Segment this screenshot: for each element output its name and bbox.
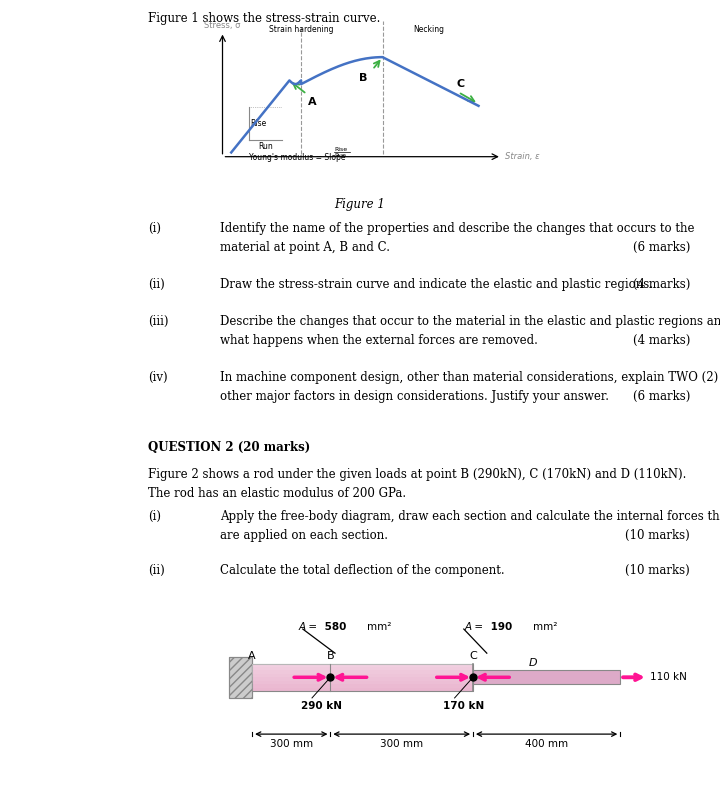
Text: (ii): (ii) xyxy=(148,278,165,291)
Bar xyxy=(229,656,252,698)
Text: are applied on each section.: are applied on each section. xyxy=(220,529,388,542)
Text: (10 marks): (10 marks) xyxy=(625,529,690,542)
Text: material at point A, B and C.: material at point A, B and C. xyxy=(220,241,390,254)
Text: mm²: mm² xyxy=(367,623,392,632)
Text: B: B xyxy=(359,73,368,83)
Text: Figure 1: Figure 1 xyxy=(335,198,385,211)
Bar xyxy=(252,667,473,670)
Text: Describe the changes that occur to the material in the elastic and plastic regio: Describe the changes that occur to the m… xyxy=(220,315,720,328)
Text: In machine component design, other than material considerations, explain TWO (2): In machine component design, other than … xyxy=(220,371,719,384)
Text: (ii): (ii) xyxy=(148,564,165,577)
Text: Necking: Necking xyxy=(413,25,444,34)
Text: 190: 190 xyxy=(487,623,512,632)
Bar xyxy=(229,656,252,698)
Text: 580: 580 xyxy=(321,623,346,632)
Text: 170 kN: 170 kN xyxy=(444,701,485,711)
Text: Stress, σ: Stress, σ xyxy=(204,20,240,30)
Text: what happens when the external forces are removed.: what happens when the external forces ar… xyxy=(220,334,538,347)
Text: A: A xyxy=(308,97,317,108)
Text: 300 mm: 300 mm xyxy=(380,739,423,749)
Bar xyxy=(252,663,473,667)
Text: 290 kN: 290 kN xyxy=(301,701,342,711)
Text: B: B xyxy=(327,652,334,662)
Text: Strain, ε: Strain, ε xyxy=(505,152,539,161)
Text: mm²: mm² xyxy=(533,623,557,632)
Text: C: C xyxy=(469,652,477,662)
Text: C: C xyxy=(456,79,465,89)
Text: (i): (i) xyxy=(148,510,161,523)
Text: (6 marks): (6 marks) xyxy=(633,241,690,254)
Text: QUESTION 2 (20 marks): QUESTION 2 (20 marks) xyxy=(148,441,310,454)
Text: Rise: Rise xyxy=(335,147,348,152)
Text: Identify the name of the properties and describe the changes that occurs to the: Identify the name of the properties and … xyxy=(220,222,695,235)
Text: Figure 2 shows a rod under the given loads at point B (290kN), C (170kN) and D (: Figure 2 shows a rod under the given loa… xyxy=(148,468,686,481)
Text: Calculate the total deflection of the component.: Calculate the total deflection of the co… xyxy=(220,564,505,577)
Text: Draw the stress-strain curve and indicate the elastic and plastic regions.: Draw the stress-strain curve and indicat… xyxy=(220,278,653,291)
Text: (10 marks): (10 marks) xyxy=(625,564,690,577)
Text: Young's modulus = Slope: Young's modulus = Slope xyxy=(248,153,345,162)
Text: Figure 1 shows the stress-strain curve.: Figure 1 shows the stress-strain curve. xyxy=(148,12,380,25)
Text: The rod has an elastic modulus of 200 GPa.: The rod has an elastic modulus of 200 GP… xyxy=(148,487,406,500)
Text: A =: A = xyxy=(299,623,321,632)
Text: (4 marks): (4 marks) xyxy=(633,278,690,291)
Text: (iv): (iv) xyxy=(148,371,168,384)
Bar xyxy=(252,688,473,691)
Text: A: A xyxy=(248,652,256,662)
Bar xyxy=(252,674,473,677)
Bar xyxy=(252,663,473,691)
Bar xyxy=(252,681,473,685)
Bar xyxy=(252,677,473,681)
Text: (iii): (iii) xyxy=(148,315,168,328)
Text: Run: Run xyxy=(335,153,346,158)
Text: other major factors in design considerations. Justify your answer.: other major factors in design considerat… xyxy=(220,390,609,403)
Text: (i): (i) xyxy=(148,222,161,235)
Text: (6 marks): (6 marks) xyxy=(633,390,690,403)
Text: D: D xyxy=(528,658,537,668)
Text: 110 kN: 110 kN xyxy=(650,672,687,682)
Bar xyxy=(252,670,473,674)
Text: A =: A = xyxy=(464,623,487,632)
Text: Strain hardening: Strain hardening xyxy=(269,25,333,34)
Bar xyxy=(473,670,620,685)
Text: 400 mm: 400 mm xyxy=(525,739,568,749)
Text: 300 mm: 300 mm xyxy=(270,739,313,749)
Text: (4 marks): (4 marks) xyxy=(633,334,690,347)
Bar xyxy=(252,685,473,688)
Text: Rise: Rise xyxy=(250,119,266,128)
Text: Run: Run xyxy=(258,142,273,151)
Text: Apply the free-body diagram, draw each section and calculate the internal forces: Apply the free-body diagram, draw each s… xyxy=(220,510,720,523)
